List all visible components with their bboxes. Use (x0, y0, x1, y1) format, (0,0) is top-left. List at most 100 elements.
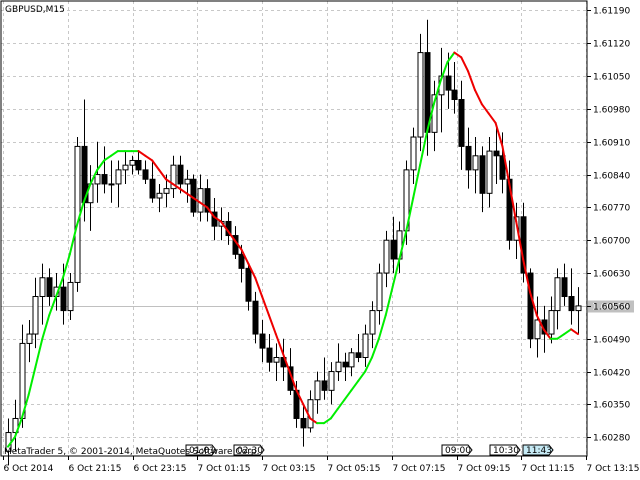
candle-body-bear (266, 347, 273, 363)
candle-body-bull (410, 136, 417, 171)
time-marker-label: 02:30 (237, 446, 263, 456)
indicator-segment-down (274, 333, 284, 354)
candle-body-bull (32, 296, 39, 335)
candle-body-bull (335, 361, 342, 373)
candle-body-bear (527, 272, 534, 340)
indicator-segment-up (377, 314, 387, 340)
candle (506, 160, 513, 250)
time-marker: 09:00 (441, 444, 473, 456)
indicator-segment-up (41, 314, 51, 340)
indicator-segment-up (20, 394, 30, 420)
indicator-segment-up (96, 159, 106, 171)
indicator-segment-down (570, 328, 579, 336)
candle-body-bull (115, 169, 122, 185)
indicator-segment-up (336, 398, 346, 411)
indicator-segment-down (508, 182, 518, 223)
indicator-segment-up (384, 286, 394, 317)
candle-body-bull (383, 239, 390, 274)
time-marker: 02:30 (233, 444, 265, 456)
candle-body-bear (177, 164, 184, 185)
indicator-segment-up (364, 356, 373, 373)
candle-body-bear (355, 352, 362, 358)
indicator-segment-down (295, 389, 305, 406)
candle-body-bull (122, 164, 129, 171)
indicator-segment-down (199, 201, 209, 209)
time-tick-label: 7 Oct 05:15 (328, 464, 381, 474)
price-tick-label: 1.60980 (593, 106, 630, 116)
time-tick-label: 7 Oct 13:15 (587, 464, 640, 474)
indicator-segment-up (110, 150, 119, 157)
indicator-segment-up (48, 295, 58, 317)
indicator-segment-down (158, 168, 167, 181)
candle (259, 319, 266, 363)
candle (204, 179, 211, 222)
candle-body-bull (39, 277, 46, 298)
candle-body-bull (26, 333, 33, 344)
candle-body-bull (362, 333, 369, 358)
indicator-segment-down (522, 257, 531, 293)
candle-body-bull (67, 281, 74, 312)
price-axis[interactable]: 1.61190 1.61120 1.61050 1.60980 1.60910 1.608… (587, 7, 630, 444)
current-price-line: 1.60559 (1, 300, 634, 313)
indicator-segment-down (473, 89, 483, 106)
candle (156, 183, 163, 213)
indicator-segment-down (309, 417, 319, 425)
candle-body-bear (479, 155, 486, 194)
indicator-segment-up (439, 60, 449, 82)
indicator-segment-up (55, 276, 64, 298)
candle (493, 127, 500, 184)
indicator-segment-down (480, 103, 490, 115)
candle (499, 132, 506, 194)
time-tick-label: 7 Oct 01:15 (198, 464, 251, 474)
candle-body-bear (451, 89, 458, 101)
indicator-segment-down (178, 187, 188, 195)
candle-body-bear (568, 296, 575, 312)
candle-body-bull (170, 164, 177, 190)
current-price-badge (588, 300, 634, 313)
indicator-segment-down (487, 112, 497, 124)
indicator-segment-down (226, 229, 236, 242)
candle-body-bear (46, 277, 53, 298)
time-marker-box (522, 444, 554, 456)
indicator-segment-down (542, 328, 552, 340)
candle (115, 160, 122, 208)
candle (486, 137, 493, 208)
candle (67, 273, 74, 320)
candle-body-bull (197, 188, 204, 213)
candle (458, 80, 465, 170)
candle-body-bear (390, 239, 397, 260)
indicator-segment-up (425, 103, 435, 134)
time-marker-box (441, 444, 473, 456)
indicator-segment-down (213, 215, 222, 223)
current-price-label: 1.60559 (592, 303, 629, 313)
candle (348, 348, 355, 377)
indicator-segment-up (405, 197, 415, 232)
indicator-segment-down (453, 51, 463, 59)
candle (129, 155, 136, 175)
candle (26, 319, 33, 363)
indicator-segment-down (171, 182, 181, 190)
candle (266, 334, 273, 372)
candle (561, 263, 568, 306)
candle (342, 352, 349, 381)
candle-body-bull (376, 272, 383, 312)
candle (135, 151, 142, 175)
candle (465, 127, 472, 189)
candle-body-bear (499, 155, 506, 180)
candle (314, 371, 321, 414)
candle (177, 155, 184, 194)
price-tick-label: 1.60490 (593, 336, 630, 346)
indicator-segment-up (563, 328, 573, 336)
candle-body-bear (135, 159, 142, 171)
time-tick-label: 6 Oct 21:15 (69, 464, 122, 474)
indicator-segment-down (185, 192, 195, 200)
candle (46, 268, 53, 306)
time-axis[interactable]: 6 Oct 2014 6 Oct 21:15 6 Oct 23:15 7 Oct 01… (3, 456, 640, 474)
plot-frame (0, 0, 588, 457)
candle-body-bull (486, 150, 493, 194)
indicator-segment-down (501, 145, 511, 185)
candle-body-bear (204, 188, 211, 213)
candle-body-bear (465, 145, 472, 171)
indicator-line (7, 51, 579, 448)
